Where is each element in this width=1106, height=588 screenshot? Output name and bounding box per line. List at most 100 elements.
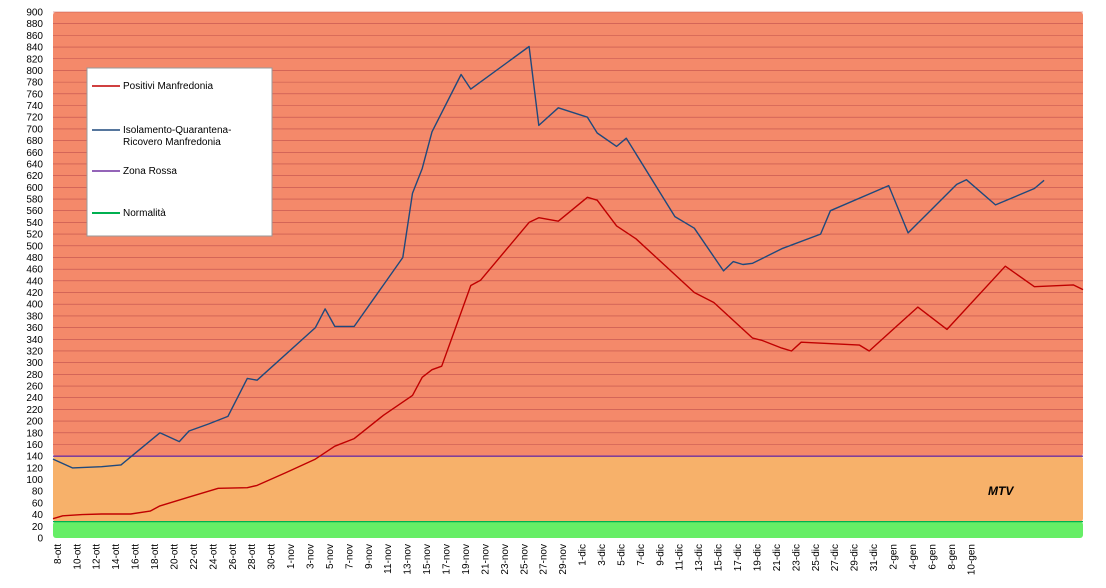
series-line-0 [52, 196, 1084, 520]
y-tick-label: 680 [26, 136, 43, 147]
y-tick-label: 100 [26, 475, 43, 486]
x-tick-label: 17-dic [733, 544, 744, 571]
y-tick-label: 160 [26, 440, 43, 451]
y-tick-label: 560 [26, 206, 43, 217]
y-tick-label: 300 [26, 358, 43, 369]
legend: Positivi Manfredonia Isolamento-Quarante… [86, 67, 273, 237]
y-tick-label: 780 [26, 78, 43, 89]
y-tick-label: 820 [26, 54, 43, 65]
y-tick-label: 760 [26, 89, 43, 100]
y-tick-label: 120 [26, 463, 43, 474]
x-tick-label: 13-nov [403, 544, 414, 575]
x-tick-label: 25-dic [811, 544, 822, 571]
y-tick-label: 20 [32, 522, 44, 533]
x-tick-label: 15-dic [714, 544, 725, 571]
x-tick-label: 20-ott [169, 544, 180, 570]
x-tick-label: 17-nov [442, 544, 453, 575]
y-tick-label: 140 [26, 452, 43, 463]
x-tick-label: 21-dic [772, 544, 783, 571]
y-tick-label: 900 [26, 8, 43, 19]
x-tick-label: 7-nov [344, 544, 355, 569]
y-tick-label: 600 [26, 183, 43, 194]
y-tick-label: 260 [26, 382, 43, 393]
band-1 [53, 456, 1083, 522]
x-tick-label: 11-nov [383, 544, 394, 574]
legend-label-isolamento-line2: Ricovero Manfredonia [123, 137, 221, 148]
y-tick-label: 420 [26, 288, 43, 299]
y-tick-label: 0 [37, 534, 43, 545]
y-tick-label: 280 [26, 370, 43, 381]
y-tick-label: 660 [26, 148, 43, 159]
x-tick-label: 22-ott [189, 544, 200, 570]
x-tick-label: 4-gen [908, 544, 919, 570]
x-tick-label: 29-nov [558, 544, 569, 575]
y-tick-label: 380 [26, 311, 43, 322]
y-tick-label: 460 [26, 265, 43, 276]
y-tick-label: 700 [26, 124, 43, 135]
x-tick-label: 19-nov [461, 544, 472, 575]
x-axis: 8-ott 10-ott 12-ott 14-ott 16-ott 18-ott 20-ot… [53, 544, 977, 575]
y-tick-label: 480 [26, 253, 43, 264]
y-tick-label: 540 [26, 218, 43, 229]
x-tick-label: 2-gen [889, 544, 900, 570]
x-tick-label: 21-nov [480, 544, 491, 575]
y-tick-label: 180 [26, 428, 43, 439]
y-tick-label: 800 [26, 66, 43, 77]
x-tick-label: 30-ott [267, 544, 278, 570]
x-tick-label: 29-dic [850, 544, 861, 571]
x-tick-label: 16-ott [131, 544, 142, 570]
x-tick-label: 3-dic [597, 544, 608, 566]
y-tick-label: 80 [32, 487, 44, 498]
legend-label-positivi: Positivi Manfredonia [123, 81, 213, 92]
x-tick-label: 26-ott [228, 544, 239, 570]
x-tick-label: 13-dic [694, 544, 705, 571]
series-lines [52, 45, 1084, 523]
x-tick-label: 9-dic [655, 544, 666, 566]
legend-label-zona-rossa: Zona Rossa [123, 166, 177, 177]
y-tick-label: 440 [26, 276, 43, 287]
x-tick-label: 15-nov [422, 544, 433, 575]
y-tick-label: 880 [26, 19, 43, 30]
x-tick-label: 23-nov [500, 544, 511, 575]
x-tick-label: 18-ott [150, 544, 161, 570]
y-tick-label: 840 [26, 43, 43, 54]
x-tick-label: 11-dic [675, 544, 686, 571]
x-tick-label: 12-ott [92, 544, 103, 570]
y-tick-label: 740 [26, 101, 43, 112]
annotation-mtv: MTV [988, 484, 1014, 498]
x-tick-label: 24-ott [208, 544, 219, 570]
y-tick-label: 240 [26, 393, 43, 404]
annotations: MTV [988, 484, 1014, 498]
x-tick-label: 9-nov [364, 544, 375, 569]
x-tick-label: 14-ott [111, 544, 122, 570]
y-tick-label: 320 [26, 346, 43, 357]
x-tick-label: 31-dic [869, 544, 880, 571]
x-tick-label: 8-gen [947, 544, 958, 570]
band-0 [53, 521, 1083, 538]
legend-label-normalita: Normalità [123, 208, 166, 219]
x-tick-label: 19-dic [752, 544, 763, 571]
x-tick-label: 3-nov [306, 544, 317, 569]
x-tick-label: 10-ott [72, 544, 83, 570]
x-tick-label: 5-nov [325, 544, 336, 569]
y-tick-label: 860 [26, 31, 43, 42]
x-tick-label: 27-dic [830, 544, 841, 571]
legend-label-isolamento: Isolamento-Quarantena- Ricovero Manfredo… [123, 125, 234, 148]
y-tick-label: 200 [26, 417, 43, 428]
x-tick-label: 1-dic [578, 544, 589, 566]
series-line-1 [52, 45, 1045, 469]
y-tick-label: 340 [26, 335, 43, 346]
y-tick-label: 580 [26, 195, 43, 206]
x-tick-label: 5-dic [616, 544, 627, 566]
y-tick-label: 220 [26, 405, 43, 416]
y-tick-label: 60 [32, 498, 44, 509]
legend-label-isolamento-line1: Isolamento-Quarantena- [123, 125, 231, 136]
x-tick-label: 23-dic [791, 544, 802, 571]
x-tick-label: 10-gen [966, 544, 977, 575]
y-tick-label: 620 [26, 171, 43, 182]
legend-box [86, 67, 273, 237]
y-tick-label: 500 [26, 241, 43, 252]
x-tick-label: 25-nov [519, 544, 530, 575]
y-tick-label: 520 [26, 230, 43, 241]
